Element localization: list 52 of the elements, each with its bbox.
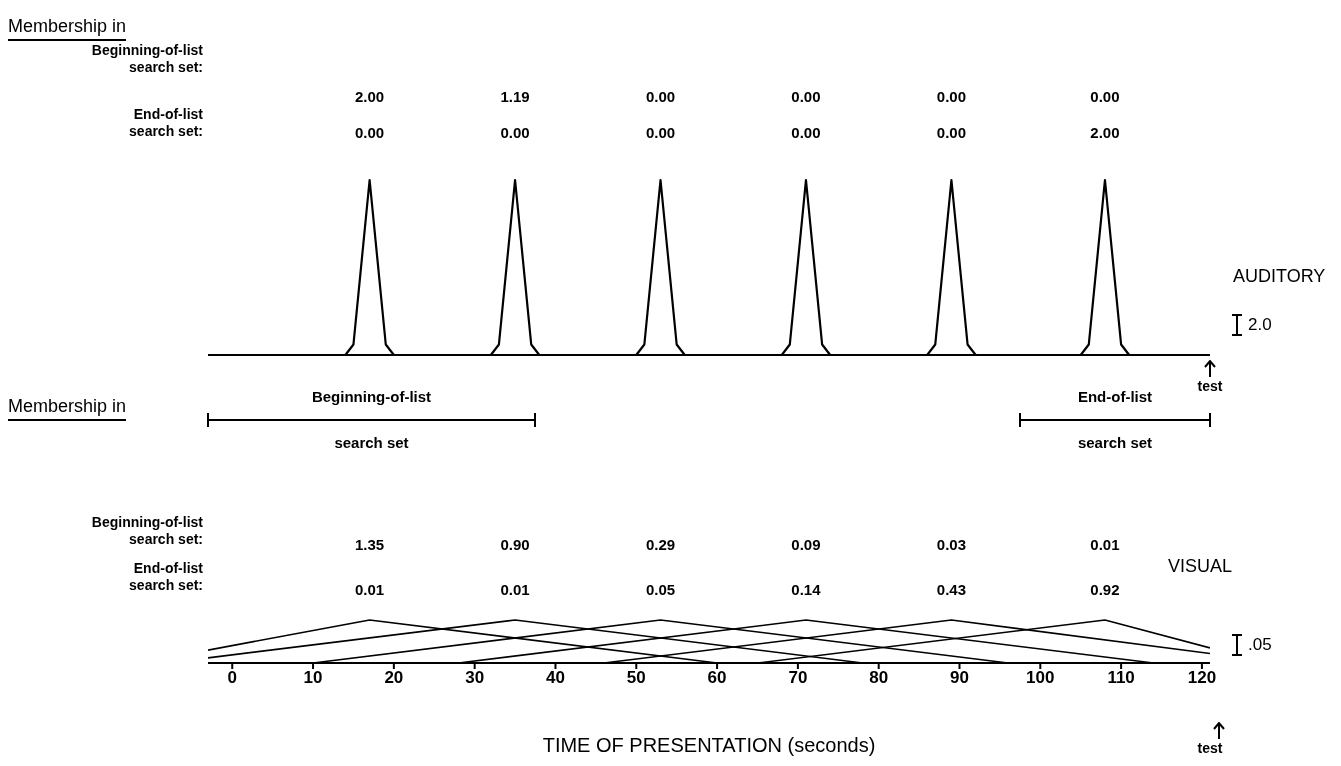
x-tick-label: 80 bbox=[869, 668, 889, 688]
x-tick-label: 40 bbox=[546, 668, 565, 688]
text: 0.90 bbox=[499, 536, 531, 553]
text: End-of-list search set bbox=[1077, 388, 1153, 451]
text: 0.05 bbox=[644, 581, 677, 598]
text: 1.19 bbox=[499, 88, 531, 105]
x-tick-label: 10 bbox=[303, 668, 323, 688]
text: 0.00 bbox=[935, 124, 967, 141]
text: AUDITORY bbox=[1233, 266, 1326, 287]
text: Membership in bbox=[8, 396, 127, 421]
text: Membership in bbox=[8, 16, 127, 41]
text: .05 bbox=[1248, 635, 1272, 655]
x-tick-label: 60 bbox=[707, 668, 727, 688]
text: 2.0 bbox=[1248, 315, 1272, 335]
x-tick-label: 90 bbox=[950, 668, 969, 688]
text: 0.00 bbox=[354, 124, 386, 141]
x-tick-label: 0 bbox=[227, 668, 237, 688]
x-tick-label: 110 bbox=[1107, 668, 1135, 688]
text: 1.35 bbox=[354, 536, 386, 553]
text: test bbox=[1196, 740, 1224, 756]
x-tick-label: 70 bbox=[788, 668, 808, 688]
text: 0.01 bbox=[354, 581, 386, 598]
text: 0.29 bbox=[644, 536, 677, 553]
text: 0.09 bbox=[790, 536, 822, 553]
text: 0.00 bbox=[644, 124, 677, 141]
text: 0.03 bbox=[935, 536, 967, 553]
text: 0.01 bbox=[499, 581, 531, 598]
x-tick-label: 30 bbox=[465, 668, 485, 688]
text: 0.14 bbox=[790, 581, 822, 598]
text: 0.92 bbox=[1089, 581, 1121, 598]
text: Beginning-of-list search set bbox=[311, 388, 432, 451]
text: 0.00 bbox=[790, 124, 822, 141]
text: 2.00 bbox=[1089, 124, 1121, 141]
text: 0.00 bbox=[499, 124, 531, 141]
text: 2.00 bbox=[354, 88, 386, 105]
x-tick-label: 50 bbox=[626, 668, 646, 688]
text: VISUAL bbox=[1168, 556, 1233, 577]
text: 0.00 bbox=[1089, 88, 1121, 105]
text: 0.00 bbox=[790, 88, 822, 105]
text: Beginning-of-list search set: bbox=[90, 514, 203, 548]
text: End-of-list search set: bbox=[128, 106, 203, 140]
text: test bbox=[1196, 378, 1224, 394]
text: 0.00 bbox=[644, 88, 677, 105]
text: End-of-list search set: bbox=[128, 560, 203, 594]
text: Beginning-of-list search set: bbox=[90, 42, 203, 76]
x-tick-label: 100 bbox=[1026, 668, 1055, 688]
text: 0.01 bbox=[1089, 536, 1121, 553]
x-axis-title: TIME OF PRESENTATION (seconds) bbox=[542, 734, 876, 756]
text: 0.43 bbox=[935, 581, 967, 598]
x-tick-label: 20 bbox=[384, 668, 404, 688]
text: 0.00 bbox=[935, 88, 967, 105]
x-tick-label: 120 bbox=[1187, 668, 1217, 688]
